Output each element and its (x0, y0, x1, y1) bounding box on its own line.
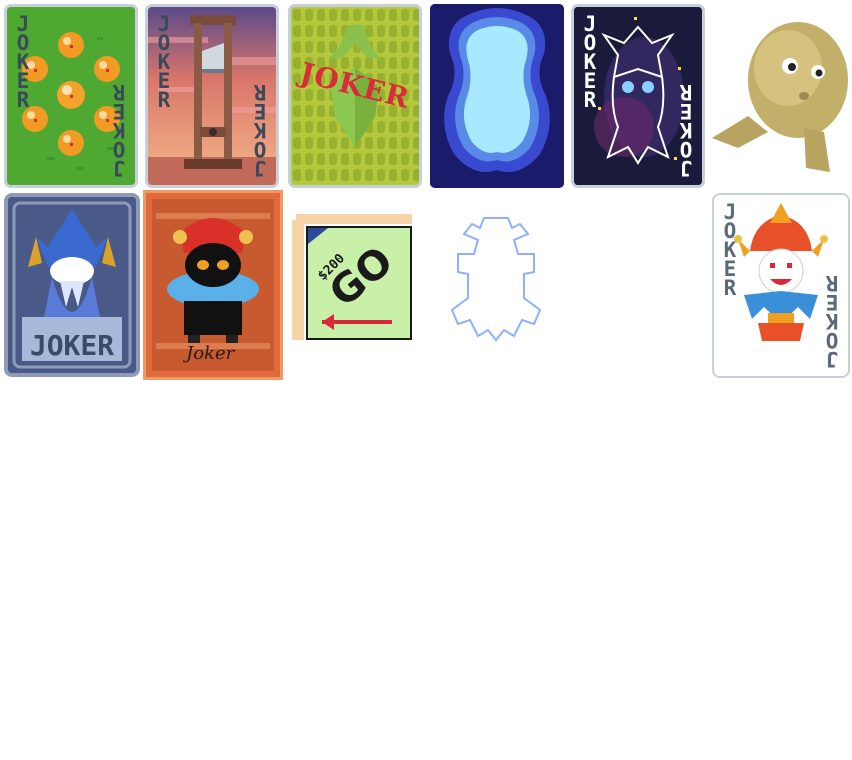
joker-card-guillotine[interactable]: JOKER JOKER (145, 4, 279, 188)
dragon-balls-art (7, 7, 135, 185)
joker-card-dragon-balls[interactable]: JOKER JOKER (4, 4, 138, 188)
joker-card-ghost[interactable]: JOKER (4, 193, 140, 377)
joker-card-plush[interactable]: Joker (143, 190, 283, 380)
guillotine-icon (184, 15, 242, 169)
joker-card-classic[interactable]: JOKER JOKER (712, 193, 850, 378)
blob-creature-icon (712, 22, 848, 172)
card-corner-label: JOKER (16, 12, 30, 112)
card-corner-label-rotated: JOKER (679, 80, 693, 180)
stamp-art (291, 7, 419, 185)
card-corner-label-rotated: JOKER (825, 271, 839, 371)
card-outline-placeholder[interactable] (448, 214, 544, 346)
card-corner-label: JOKER (723, 200, 737, 300)
joker-card-cosmic[interactable]: JOKER JOKER (571, 4, 705, 188)
outline-jester-icon (450, 217, 542, 342)
go-tile-card[interactable]: $200 GO (292, 214, 416, 342)
go-tile-art (292, 214, 412, 340)
aura-art (430, 4, 564, 188)
classic-jester-icon (734, 203, 828, 341)
classic-jester-art (714, 195, 848, 376)
card-corner-label: JOKER (583, 12, 597, 112)
card-corner-label: JOKER (157, 12, 171, 112)
sparkle-icon (598, 17, 681, 160)
cosmic-jester-icon (601, 25, 675, 165)
guillotine-art (148, 7, 276, 185)
leaf-jester-icon (329, 25, 381, 147)
joker-banner-label: JOKER (29, 329, 115, 362)
card-corner-label-rotated: JOKER (253, 80, 267, 180)
joker-card-aura[interactable] (430, 4, 564, 188)
go-arrow-icon (322, 314, 392, 330)
ghost-jester-art (8, 197, 136, 373)
plush-jester-art (146, 193, 280, 377)
card-corner-label-rotated: JOKER (112, 80, 126, 180)
joker-card-stamp[interactable]: JOKER (288, 4, 422, 188)
plush-jester-icon (167, 218, 259, 343)
joker-signature: Joker (186, 343, 235, 364)
yellow-blob-creature-sprite[interactable] (708, 8, 852, 178)
cosmic-jester-art (574, 7, 702, 185)
